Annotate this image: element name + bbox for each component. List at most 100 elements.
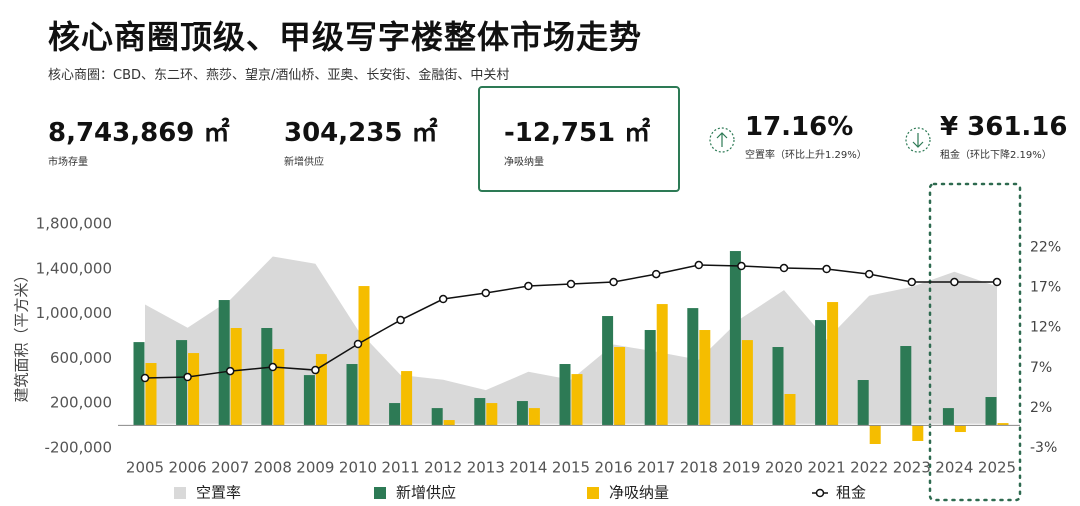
x-tick-label: 2016 (595, 459, 633, 477)
x-tick-label: 2010 (339, 459, 377, 477)
kpi: ¥ 361.16 租金（环比下降2.19%） (940, 112, 1067, 161)
kpi-label: 市场存量 (48, 157, 88, 168)
y-tick-label: 1,400,000 (36, 259, 112, 277)
x-tick-label: 2017 (637, 459, 675, 477)
rent-marker (566, 279, 576, 289)
bar (218, 300, 230, 426)
kpi-value: ¥ 361.16 (940, 112, 1068, 142)
page-title: 核心商圈顶级、甲级写字楼整体市场走势 (48, 18, 643, 56)
kpi-value: 8,743,869 ㎡ (48, 118, 230, 148)
bar (741, 340, 753, 426)
x-tick-label: 2005 (126, 459, 164, 477)
bar (315, 354, 327, 426)
y2-tick-label: 7% (1030, 360, 1052, 376)
kpi-label: 租金（环比下降2.19%） (940, 150, 1052, 161)
rent-marker (524, 281, 533, 291)
legend-swatch (374, 487, 386, 499)
rent-marker (864, 269, 874, 279)
bar (389, 403, 401, 426)
x-tick-label: 2012 (424, 459, 462, 477)
x-tick-label: 2006 (169, 459, 207, 477)
rent-marker (140, 373, 150, 383)
rent-marker (311, 365, 320, 375)
highlight-box (478, 86, 680, 192)
kpi-label: 空置率（环比上升1.29%） (745, 150, 867, 161)
legend-swatch (174, 487, 186, 499)
x-tick-label: 2008 (254, 459, 292, 477)
focus-box (928, 182, 1022, 502)
rent-marker (225, 366, 235, 376)
rent-marker (907, 277, 917, 287)
kpi-label: 净吸纳量 (504, 157, 544, 168)
rent-marker (992, 277, 1002, 287)
x-tick-label: 2019 (722, 459, 760, 477)
rent-marker (950, 277, 959, 287)
bar (516, 401, 528, 426)
bar (614, 347, 626, 426)
y2-tick-label: 2% (1030, 400, 1052, 416)
legend-label: 新增供应 (396, 484, 456, 502)
bar (997, 423, 1009, 426)
kpi-label: 新增供应 (284, 157, 324, 168)
kpi-value: -12,751 ㎡ (504, 118, 651, 148)
bar (145, 363, 157, 426)
rent-marker (353, 339, 363, 349)
bar (346, 364, 358, 426)
bar (273, 349, 285, 426)
bar (729, 251, 741, 426)
x-tick-label: 2011 (382, 459, 420, 477)
bar (571, 374, 583, 426)
rent-marker (438, 294, 448, 304)
bar (912, 425, 924, 441)
y-tick-label: 1,000,000 (36, 304, 112, 322)
bar (261, 328, 273, 426)
bar (528, 408, 540, 426)
bar (431, 408, 443, 426)
bar (656, 304, 668, 426)
rent-marker (396, 315, 405, 325)
bar (827, 302, 839, 426)
y2-tick-label: 12% (1030, 320, 1061, 336)
rent-marker (779, 263, 789, 273)
rent-marker (822, 264, 831, 274)
y2-tick-label: 22% (1030, 240, 1061, 256)
x-tick-label: 2022 (850, 459, 888, 477)
x-tick-label: 2013 (467, 459, 505, 477)
x-tick-label: 2018 (680, 459, 718, 477)
x-tick-label: 2020 (765, 459, 803, 477)
bar (559, 364, 571, 426)
bar (784, 393, 796, 426)
page-subtitle: 核心商圈：CBD、东二环、燕莎、望京/酒仙桥、亚奥、长安街、金融街、中关村 (48, 68, 510, 83)
rent-marker (609, 277, 618, 287)
bar (443, 420, 455, 426)
vacancy-area (145, 256, 997, 424)
rent-marker (694, 260, 704, 270)
bar (857, 380, 869, 426)
y-tick-label: 200,000 (50, 394, 112, 412)
x-tick-label: 2021 (808, 459, 846, 477)
bar (133, 342, 145, 426)
bar (230, 328, 242, 426)
bar (486, 403, 498, 426)
y-tick-label: -200,000 (45, 438, 112, 456)
bar (942, 408, 954, 426)
bar (303, 375, 315, 426)
rent-marker (651, 269, 661, 279)
rent-marker (183, 372, 192, 382)
y2-tick-label: 17% (1030, 280, 1061, 296)
x-tick-label: 2007 (211, 459, 249, 477)
bar (401, 371, 413, 426)
bar (699, 330, 711, 426)
y-tick-label: 1,800,000 (36, 215, 112, 233)
x-tick-label: 2009 (296, 459, 334, 477)
rent-marker (737, 261, 746, 271)
bar (985, 397, 997, 426)
y2-tick-label: -3% (1030, 440, 1057, 456)
bar (474, 398, 486, 426)
bar (358, 286, 370, 426)
